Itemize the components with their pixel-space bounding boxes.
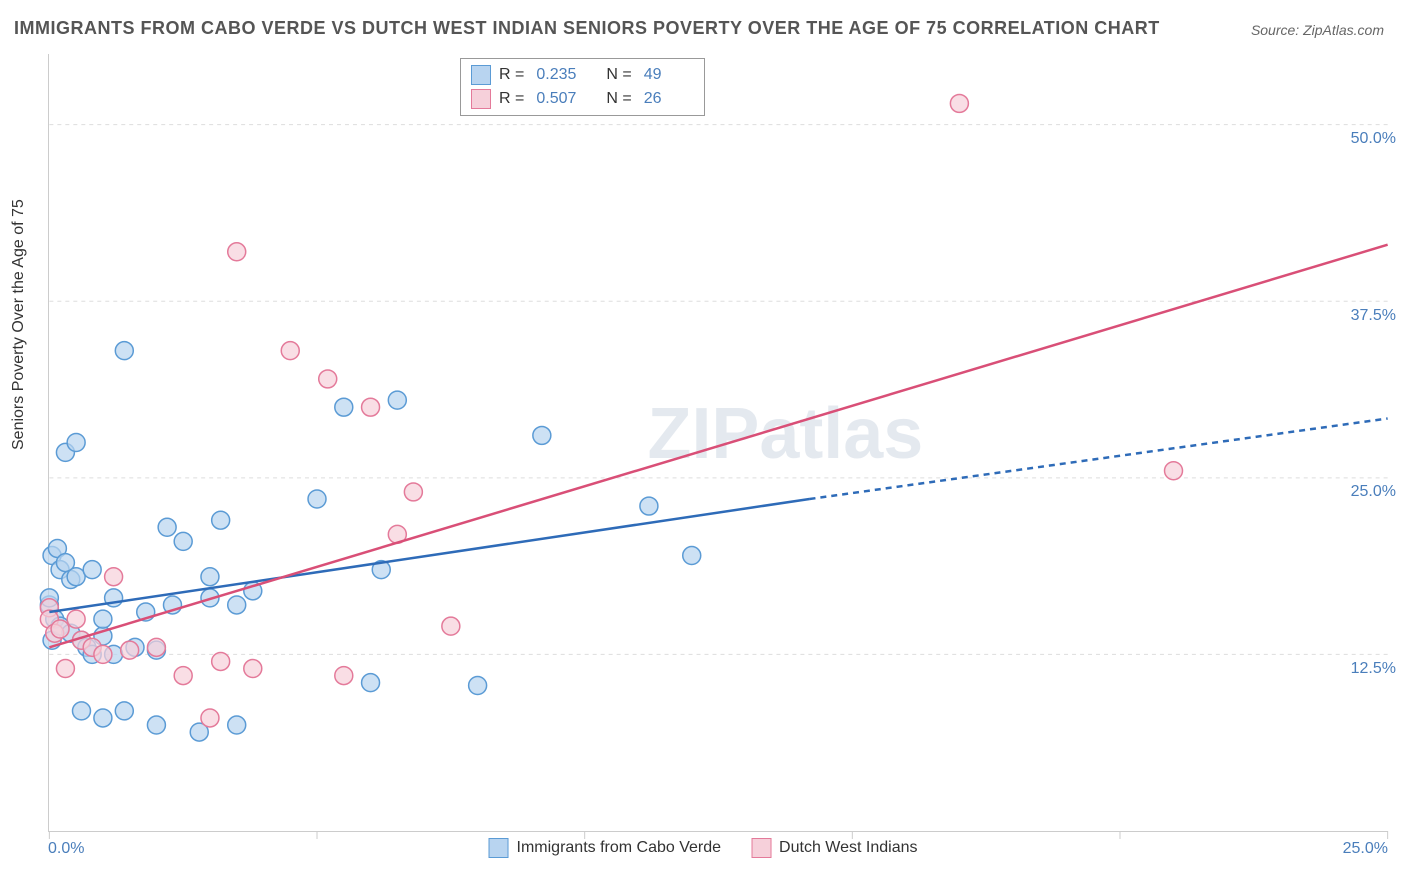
legend-swatch-pink-icon <box>751 838 771 858</box>
data-point <box>72 702 90 720</box>
legend-r-label: R = <box>499 90 524 108</box>
data-point <box>115 702 133 720</box>
y-tick-label: 12.5% <box>1351 660 1396 678</box>
legend-swatch-blue-icon <box>471 65 491 85</box>
trend-line <box>49 245 1387 648</box>
data-point <box>404 483 422 501</box>
source-citation: Source: ZipAtlas.com <box>1251 22 1384 38</box>
data-point <box>319 370 337 388</box>
data-point <box>94 709 112 727</box>
data-point <box>533 426 551 444</box>
y-tick-label: 25.0% <box>1351 483 1396 501</box>
data-point <box>201 568 219 586</box>
data-point <box>201 709 219 727</box>
data-point <box>94 645 112 663</box>
legend-stats: R = 0.235 N = 49 R = 0.507 N = 26 <box>460 58 705 116</box>
data-point <box>147 716 165 734</box>
y-tick-label: 37.5% <box>1351 307 1396 325</box>
x-tick-min: 0.0% <box>48 840 84 858</box>
data-point <box>244 660 262 678</box>
data-point <box>228 716 246 734</box>
legend-series-label: Immigrants from Cabo Verde <box>517 839 722 857</box>
data-point <box>56 660 74 678</box>
legend-series: Immigrants from Cabo Verde Dutch West In… <box>489 838 918 858</box>
data-point <box>335 398 353 416</box>
data-point <box>362 674 380 692</box>
data-point <box>469 677 487 695</box>
watermark: ZIPatlas <box>648 394 924 474</box>
data-point <box>174 532 192 550</box>
data-point <box>174 667 192 685</box>
data-point <box>67 568 85 586</box>
legend-swatch-pink-icon <box>471 89 491 109</box>
legend-r-value: 0.235 <box>536 66 586 84</box>
data-point <box>158 518 176 536</box>
data-point <box>335 667 353 685</box>
legend-n-label: N = <box>606 90 631 108</box>
data-point <box>212 652 230 670</box>
data-point <box>388 391 406 409</box>
data-point <box>105 568 123 586</box>
data-point <box>281 342 299 360</box>
data-point <box>308 490 326 508</box>
y-axis-label: Seniors Poverty Over the Age of 75 <box>10 199 28 450</box>
legend-series-label: Dutch West Indians <box>779 839 917 857</box>
data-point <box>94 610 112 628</box>
data-point <box>362 398 380 416</box>
data-point <box>640 497 658 515</box>
data-point <box>147 638 165 656</box>
x-tick-max: 25.0% <box>1343 840 1388 858</box>
data-point <box>67 434 85 452</box>
legend-n-value: 26 <box>644 90 694 108</box>
data-point <box>83 561 101 579</box>
legend-stats-row-1: R = 0.507 N = 26 <box>471 87 694 111</box>
legend-swatch-blue-icon <box>489 838 509 858</box>
legend-stats-row-0: R = 0.235 N = 49 <box>471 63 694 87</box>
legend-series-item-1: Dutch West Indians <box>751 838 917 858</box>
legend-n-label: N = <box>606 66 631 84</box>
chart-svg: ZIPatlas <box>49 54 1388 831</box>
legend-n-value: 49 <box>644 66 694 84</box>
data-point <box>121 641 139 659</box>
data-point <box>228 596 246 614</box>
y-tick-label: 50.0% <box>1351 130 1396 148</box>
chart-title: IMMIGRANTS FROM CABO VERDE VS DUTCH WEST… <box>14 18 1160 39</box>
data-point <box>950 94 968 112</box>
legend-series-item-0: Immigrants from Cabo Verde <box>489 838 722 858</box>
data-point <box>67 610 85 628</box>
data-point <box>212 511 230 529</box>
data-point <box>115 342 133 360</box>
data-point <box>1165 462 1183 480</box>
legend-r-value: 0.507 <box>536 90 586 108</box>
legend-r-label: R = <box>499 66 524 84</box>
data-point <box>51 620 69 638</box>
data-point <box>442 617 460 635</box>
data-point <box>683 547 701 565</box>
plot-area: ZIPatlas <box>48 54 1388 832</box>
data-point <box>228 243 246 261</box>
